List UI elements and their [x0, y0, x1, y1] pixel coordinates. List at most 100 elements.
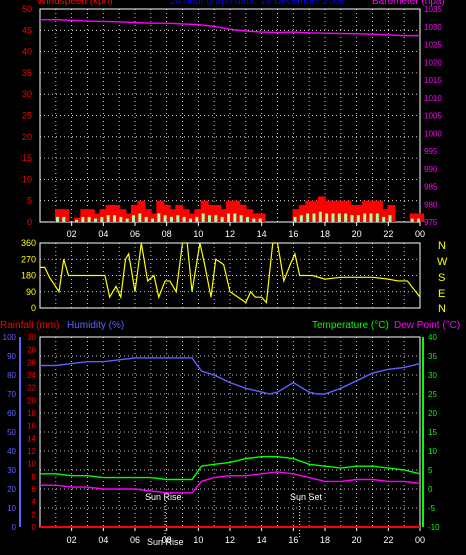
wind-x-tick: 18: [320, 229, 330, 239]
wind-average-bar: [258, 218, 262, 222]
wind-x-tick: 22: [383, 229, 393, 239]
temp-y-tick: -10: [428, 523, 440, 532]
temp-y-tick: 0: [428, 485, 433, 494]
windspeed-bar: [245, 209, 253, 222]
wind-x-tick: 00: [415, 229, 425, 239]
wind-average-bar: [344, 213, 348, 222]
baro-y-tick: 1030: [424, 23, 442, 32]
windspeed-bar: [162, 204, 171, 222]
wind-average-bar: [132, 215, 135, 222]
rain-y-tick: 6: [32, 485, 37, 494]
wind-average-bar: [94, 218, 97, 222]
windspeed-bar: [137, 200, 146, 222]
rain-y-tick: 20: [27, 396, 36, 405]
windspeed-bar: [213, 204, 222, 222]
humidity-y-tick: 50: [7, 428, 16, 437]
temp-y-tick: 20: [428, 409, 437, 418]
sun-rise-axis-label: Sun Rise: [147, 537, 184, 547]
windspeed-bar: [368, 200, 377, 222]
wind-average-bar: [62, 216, 66, 222]
wind-x-tick: 04: [98, 229, 108, 239]
windspeed-bar: [194, 209, 203, 222]
windspeed-bar: [118, 209, 127, 222]
baro-y-tick: 1005: [424, 112, 442, 121]
wind-x-tick: 10: [193, 229, 203, 239]
wind-average-bar: [100, 216, 104, 222]
wind-x-tick: 08: [162, 229, 172, 239]
windspeed-bar: [150, 213, 158, 222]
wind-average-bar: [293, 216, 297, 222]
windspeed-bar: [156, 200, 165, 222]
wind-y-tick: 10: [22, 174, 32, 184]
rain-y-tick: 22: [27, 384, 36, 393]
temp-x-tick: 16: [288, 535, 298, 545]
dir-y-tick: 90: [26, 287, 36, 297]
wind-y-tick: 45: [22, 25, 32, 35]
windspeed-bar: [292, 209, 301, 222]
wind-x-tick: 16: [288, 229, 298, 239]
humidity-y-tick: 10: [7, 504, 16, 513]
wind-y-tick: 20: [22, 132, 32, 142]
rain-y-tick: 2: [32, 510, 37, 519]
wind-average-bar: [356, 215, 360, 222]
temp-y-tick: 5: [428, 466, 433, 475]
wind-average-bar: [246, 216, 249, 222]
rain-y-tick: 8: [32, 472, 37, 481]
windspeed-bar: [175, 204, 184, 222]
wind-average-bar: [163, 215, 167, 222]
wind-average-bar: [375, 213, 379, 222]
humidity-y-tick: 0: [12, 523, 17, 532]
windspeed-axis-title: Windspeed (kph): [37, 0, 113, 7]
wind-average-bar: [81, 216, 85, 222]
windspeed-bar: [343, 200, 352, 222]
windspeed-bar: [143, 209, 152, 222]
windspeed-bar: [188, 213, 196, 222]
windspeed-bar: [55, 209, 63, 222]
baro-y-tick: 980: [424, 200, 438, 209]
wind-average-bar: [369, 213, 373, 222]
temp-y-tick: 30: [428, 371, 437, 380]
rain-y-tick: 30: [27, 333, 36, 342]
windspeed-bar: [226, 200, 234, 222]
wind-average-bar: [170, 216, 173, 222]
dewpoint-axis-title: Dew Point (°C): [394, 320, 461, 331]
wind-x-tick: 14: [257, 229, 267, 239]
windspeed-bar: [124, 213, 133, 222]
windspeed-bar: [330, 200, 339, 222]
compass-w: W: [437, 256, 448, 268]
rain-y-tick: 26: [27, 358, 36, 367]
wind-average-bar: [325, 213, 329, 222]
wind-average-bar: [157, 213, 161, 222]
baro-y-tick: 1020: [424, 58, 442, 67]
wind-x-tick: 02: [67, 229, 77, 239]
baro-y-tick: 985: [424, 183, 438, 192]
sun-rise-label: Sun Rise: [145, 492, 182, 502]
wind-average-bar: [201, 213, 205, 222]
barometer-line: [40, 18, 420, 37]
baro-y-tick: 990: [424, 165, 438, 174]
windspeed-bar: [257, 213, 266, 222]
windspeed-bar: [61, 209, 70, 222]
dir-y-tick: 0: [31, 303, 36, 313]
temp-x-tick: 14: [257, 535, 267, 545]
temperature-line: [40, 456, 421, 481]
humidity-y-tick: 40: [7, 447, 16, 456]
humidity-y-tick: 20: [7, 485, 16, 494]
wind-average-bar: [125, 218, 129, 222]
wind-average-bar: [252, 218, 256, 222]
compass-e: E: [438, 288, 446, 300]
barometer-axis-title: Barometer (hpa): [372, 0, 445, 7]
wind-x-tick: 12: [225, 229, 235, 239]
humidity-line: [40, 357, 421, 395]
wind-average-bar: [312, 213, 316, 222]
baro-y-tick: 975: [424, 218, 438, 227]
temp-y-tick: 15: [428, 428, 437, 437]
temp-x-tick: 06: [130, 535, 140, 545]
wind-average-bar: [239, 215, 243, 222]
wind-average-bar: [388, 215, 392, 222]
wind-average-bar: [75, 219, 78, 222]
wind-average-bar: [299, 215, 303, 222]
rain-y-tick: 18: [27, 409, 36, 418]
